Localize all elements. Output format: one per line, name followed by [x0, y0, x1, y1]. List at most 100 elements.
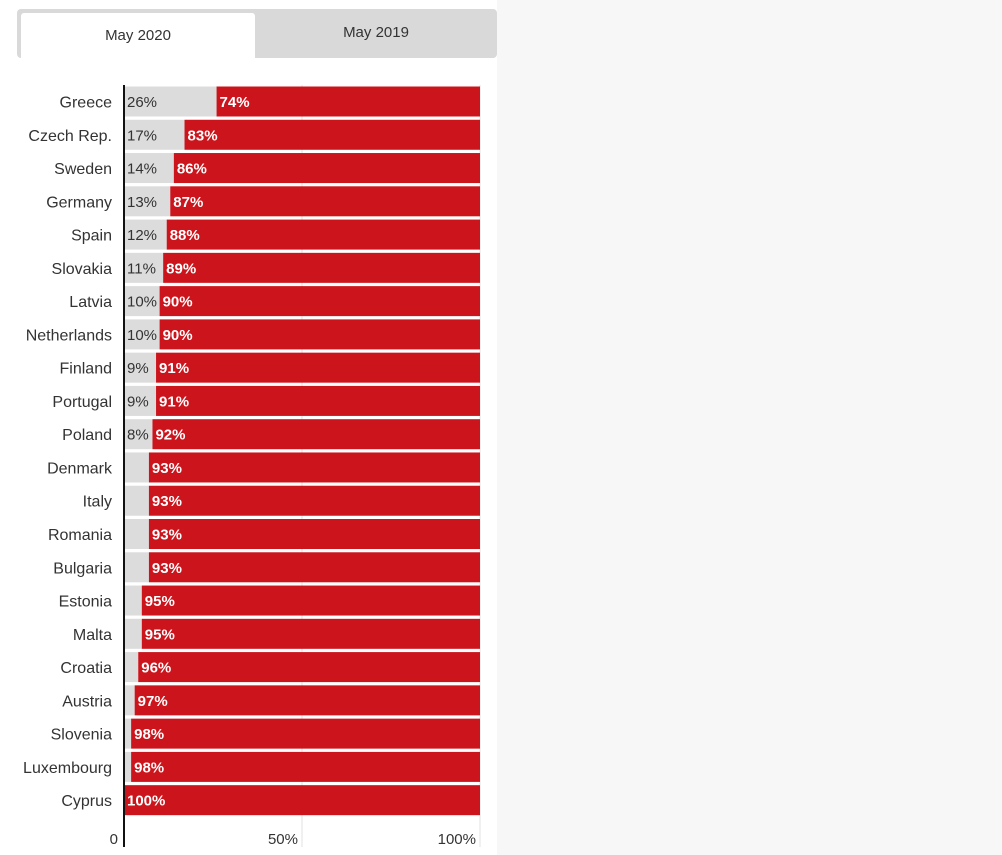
category-label: Austria: [62, 693, 112, 710]
bar-segment: [141, 585, 481, 616]
bar-segment: [124, 618, 142, 649]
category-label: Netherlands: [26, 327, 112, 344]
bar-segment: [124, 153, 174, 184]
data-label: 92%: [155, 427, 185, 444]
data-label: 17%: [127, 127, 157, 144]
category-label: Greece: [60, 95, 113, 112]
bar-segment: [124, 219, 167, 250]
x-tick-label: 0: [110, 831, 118, 848]
bar-segment: [148, 552, 481, 583]
category-label: Portugal: [52, 394, 112, 411]
category-label: Slovenia: [51, 727, 112, 744]
data-label: 13%: [127, 194, 157, 211]
data-label: 10%: [127, 294, 157, 311]
bar-segment: [170, 186, 480, 217]
data-label: 9%: [127, 360, 149, 377]
category-label: Luxembourg: [23, 760, 112, 777]
tab-may-2019[interactable]: May 2019: [343, 24, 409, 41]
data-label: 11%: [127, 260, 156, 277]
category-label: Malta: [73, 627, 112, 644]
bar-segment: [124, 685, 135, 716]
data-label: 90%: [163, 327, 193, 344]
data-label: 87%: [173, 194, 203, 211]
bar-segment: [159, 286, 480, 317]
category-label: Cyprus: [61, 793, 112, 810]
data-label: 10%: [127, 327, 157, 344]
category-label: Estonia: [59, 594, 112, 611]
data-label: 93%: [152, 527, 182, 544]
data-label: 97%: [138, 693, 168, 710]
bar-segment: [124, 352, 157, 383]
data-label: 95%: [145, 593, 175, 610]
data-label: 98%: [134, 759, 164, 776]
category-label: Croatia: [60, 660, 112, 677]
data-label: 91%: [159, 393, 189, 410]
data-label: 83%: [188, 127, 218, 144]
bar-segment: [124, 186, 171, 217]
tab-may-2020[interactable]: May 2020: [21, 13, 255, 58]
bar-segment: [124, 652, 139, 683]
bar-segment: [124, 385, 157, 416]
bar-segment: [159, 319, 480, 350]
category-label: Denmark: [47, 460, 113, 477]
bar-segment: [156, 352, 481, 383]
bar-segment: [124, 252, 164, 283]
category-label: Germany: [46, 194, 112, 211]
bar-segment: [124, 286, 160, 317]
category-label: Latvia: [69, 294, 112, 311]
bar-segment: [148, 519, 481, 550]
bar-segment: [138, 652, 481, 683]
data-label: 96%: [141, 660, 171, 677]
data-label: 74%: [220, 94, 250, 111]
category-label: Poland: [62, 427, 112, 444]
data-label: 91%: [159, 360, 189, 377]
x-tick-label: 50%: [268, 831, 298, 848]
bar-segment: [173, 153, 480, 184]
data-label: 9%: [127, 393, 149, 410]
category-label: Spain: [71, 228, 112, 245]
data-label: 100%: [127, 793, 165, 810]
bar-segment: [148, 485, 481, 516]
bar-segment: [131, 751, 480, 782]
data-label: 90%: [163, 294, 193, 311]
bar-segment: [124, 485, 149, 516]
bar-segment: [163, 252, 480, 283]
bar-segment: [124, 452, 149, 483]
bar-segment: [156, 385, 481, 416]
x-tick-label: 100%: [438, 831, 476, 848]
category-label: Czech Rep.: [28, 128, 112, 145]
bar-segment: [124, 119, 185, 150]
tab-bar: May 2020 May 2019: [17, 9, 497, 58]
data-label: 12%: [127, 227, 157, 244]
bar-segment: [134, 685, 480, 716]
data-label: 14%: [127, 161, 157, 178]
data-label: 93%: [152, 560, 182, 577]
bar-segment: [124, 319, 160, 350]
bar-segment: [124, 751, 132, 782]
bar-segment: [216, 86, 480, 117]
bar-segment: [124, 785, 480, 816]
category-label: Bulgaria: [53, 560, 112, 577]
bar-segment: [166, 219, 480, 250]
data-label: 93%: [152, 460, 182, 477]
bar-segment: [124, 419, 153, 450]
category-label: Finland: [60, 361, 112, 378]
bar-segment: [184, 119, 480, 150]
data-label: 8%: [127, 427, 149, 444]
category-label: Sweden: [54, 161, 112, 178]
data-label: 93%: [152, 493, 182, 510]
data-label: 98%: [134, 726, 164, 743]
bar-segment: [124, 585, 142, 616]
category-label: Slovakia: [52, 261, 113, 278]
data-label: 89%: [166, 260, 196, 277]
bar-segment: [148, 452, 481, 483]
data-label: 86%: [177, 161, 207, 178]
category-label: Romania: [48, 527, 112, 544]
bar-segment: [124, 86, 217, 117]
category-label: Italy: [83, 494, 112, 511]
bar-segment: [124, 552, 149, 583]
bar-segment: [131, 718, 480, 749]
bar-segment: [124, 718, 132, 749]
bar-segment: [124, 519, 149, 550]
